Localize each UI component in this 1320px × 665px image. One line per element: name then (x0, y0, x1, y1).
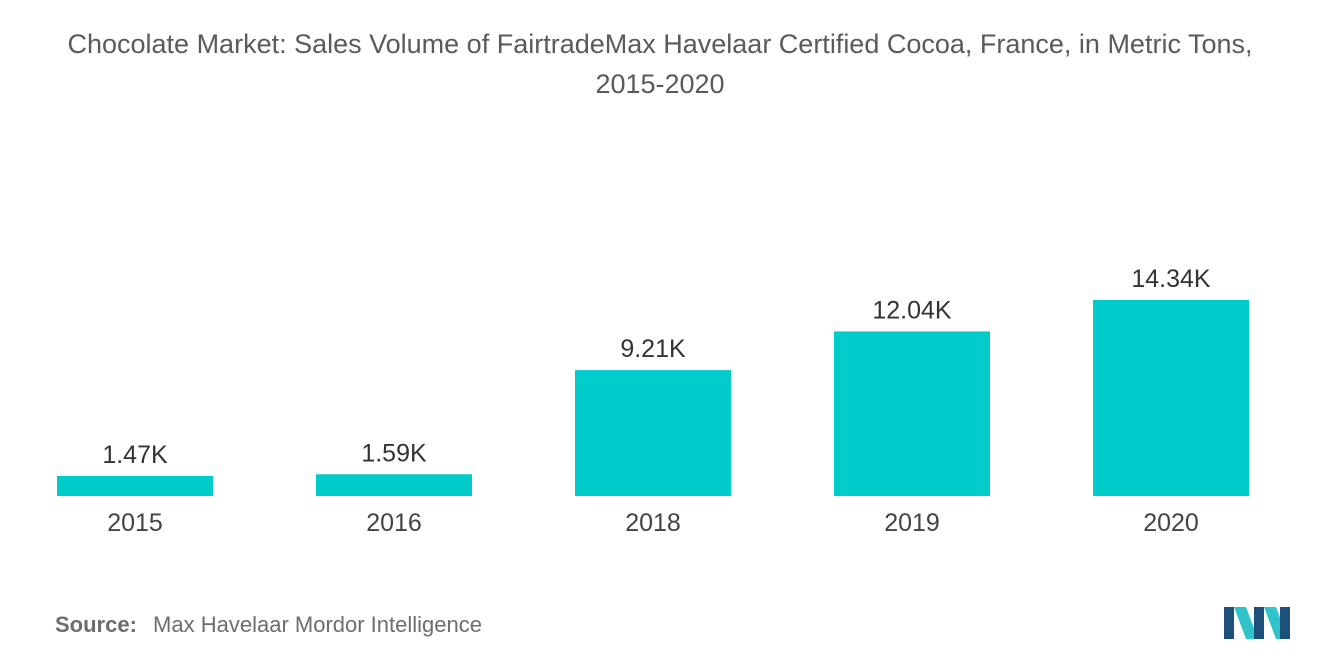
mordor-intelligence-logo-icon (1224, 607, 1290, 639)
value-label-2015: 1.47K (102, 441, 168, 469)
bar-2020 (1093, 300, 1249, 496)
source-label: Source: (55, 612, 137, 637)
bar-2019 (834, 331, 990, 496)
bar-2015 (57, 475, 213, 496)
bars-group (57, 300, 1249, 496)
bar-2018 (575, 370, 731, 496)
category-label-2020: 2020 (1143, 509, 1199, 537)
source-note: Source: Max Havelaar Mordor Intelligence (55, 612, 482, 638)
value-label-2018: 9.21K (620, 335, 686, 363)
value-label-2016: 1.59K (361, 439, 427, 467)
bar-2016 (316, 474, 472, 496)
value-label-2019: 12.04K (872, 296, 952, 324)
chart-title: Chocolate Market: Sales Volume of Fairtr… (67, 29, 1253, 99)
category-label-2018: 2018 (625, 509, 681, 537)
category-label-2019: 2019 (884, 509, 940, 537)
category-labels-group: 2015 2016 2018 2019 2020 (107, 509, 1199, 537)
source-text: Max Havelaar Mordor Intelligence (153, 612, 482, 637)
value-label-2020: 14.34K (1131, 265, 1211, 293)
value-labels-group: 1.47K 1.59K 9.21K 12.04K 14.34K (102, 265, 1211, 469)
bar-chart: 1.47K 1.59K 9.21K 12.04K 14.34K 2015 2016 2018… (57, 265, 1249, 537)
category-label-2016: 2016 (366, 509, 422, 537)
category-label-2015: 2015 (107, 509, 163, 537)
